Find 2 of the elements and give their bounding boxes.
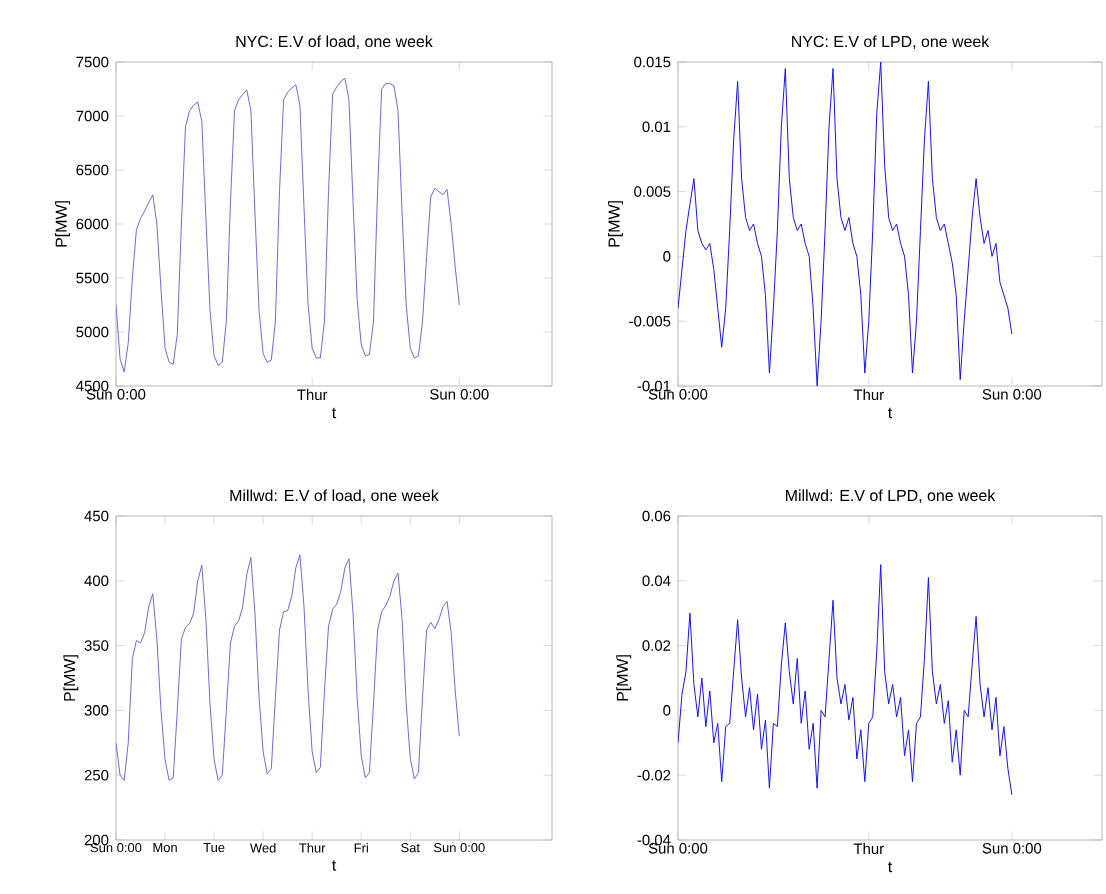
line-series (116, 554, 460, 781)
line-series (678, 564, 1013, 796)
